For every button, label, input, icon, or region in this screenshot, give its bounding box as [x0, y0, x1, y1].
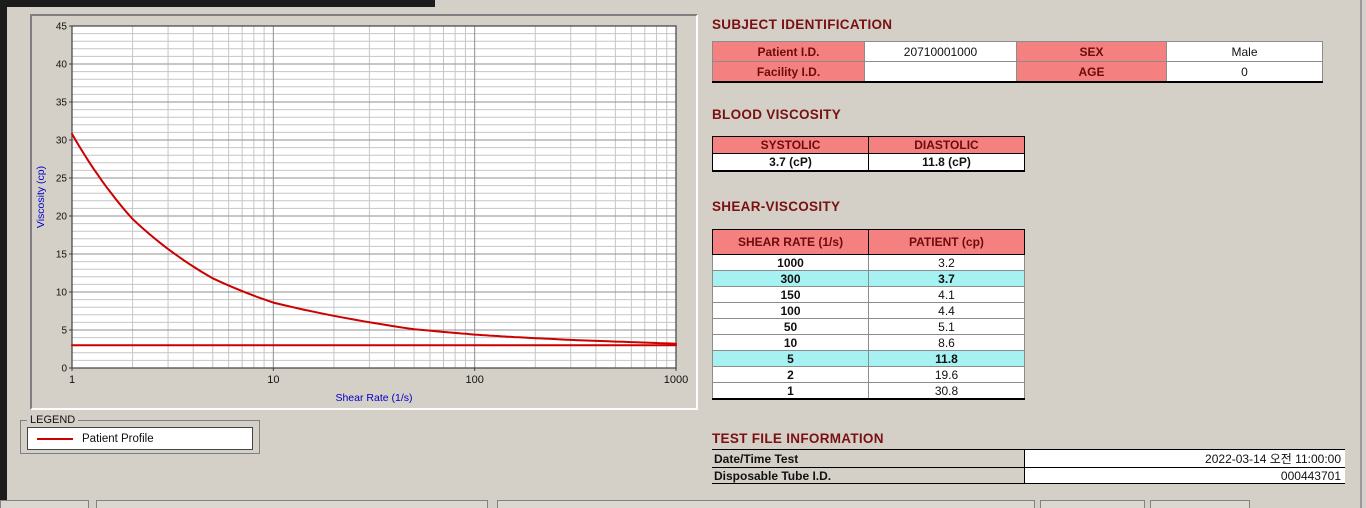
svg-text:Shear Rate (1/s): Shear Rate (1/s) [335, 392, 412, 404]
svg-text:15: 15 [56, 250, 68, 261]
date-time-test-value: 2022-03-14 오전 11:00:00 [1024, 449, 1345, 468]
shear-row: 1000 3.2 [712, 254, 1025, 271]
patient-viscosity-value: 4.1 [868, 286, 1025, 303]
shear-row: 1 30.8 [712, 382, 1025, 400]
patient-id-label: Patient I.D. [712, 41, 865, 62]
table-row: Facility I.D. AGE 0 [712, 61, 1323, 83]
table-row: Date/Time Test 2022-03-14 오전 11:00:00 [712, 449, 1345, 468]
test-file-information-heading: TEST FILE INFORMATION [712, 431, 884, 446]
shear-rate-value: 50 [712, 318, 869, 335]
shear-rate-value: 1000 [712, 254, 869, 271]
table-row: SYSTOLIC DIASTOLIC [712, 136, 1025, 154]
patient-viscosity-value: 8.6 [868, 334, 1025, 351]
svg-text:30: 30 [56, 136, 68, 147]
window-edge-right [1360, 0, 1362, 508]
table-row: Patient I.D. 20710001000 SEX Male [712, 41, 1323, 62]
subject-identification-heading: SUBJECT IDENTIFICATION [712, 17, 893, 32]
table-row: Disposable Tube I.D. 000443701 [712, 467, 1345, 484]
patient-viscosity-value: 19.6 [868, 366, 1025, 383]
table-row: 3.7 (cP) 11.8 (cP) [712, 153, 1025, 172]
legend-box: LEGEND Patient Profile [20, 414, 260, 454]
svg-text:5: 5 [61, 326, 67, 337]
patient-cp-header: PATIENT (cp) [868, 229, 1025, 255]
bottom-cutoff-panel[interactable] [1150, 500, 1250, 508]
svg-text:25: 25 [56, 174, 68, 185]
facility-id-label: Facility I.D. [712, 61, 865, 83]
svg-text:100: 100 [465, 374, 483, 386]
svg-text:1000: 1000 [664, 374, 688, 386]
date-time-test-label: Date/Time Test [712, 449, 1025, 468]
subject-identification-table: Patient I.D. 20710001000 SEX Male Facili… [712, 41, 1323, 83]
test-file-information-table: Date/Time Test 2022-03-14 오전 11:00:00 Di… [712, 449, 1345, 484]
shear-rate-value: 5 [712, 350, 869, 367]
window-edge-left [0, 0, 7, 500]
shear-viscosity-chart: 1 10 100 1000 0 5 10 15 20 25 30 35 40 45 Shear Rate (… [35, 22, 688, 405]
svg-text:0: 0 [61, 364, 67, 375]
patient-viscosity-value: 3.2 [868, 254, 1025, 271]
patient-viscosity-value: 3.7 [868, 270, 1025, 287]
patient-viscosity-value: 30.8 [868, 382, 1025, 400]
blood-viscosity-heading: BLOOD VISCOSITY [712, 107, 842, 122]
systolic-value: 3.7 (cP) [712, 153, 869, 172]
shear-viscosity-heading: SHEAR-VISCOSITY [712, 199, 841, 214]
shear-row: 50 5.1 [712, 318, 1025, 335]
systolic-header: SYSTOLIC [712, 136, 869, 154]
sex-value: Male [1166, 41, 1323, 62]
bottom-cutoff-panel[interactable] [1040, 500, 1145, 508]
shear-rate-value: 2 [712, 366, 869, 383]
patient-viscosity-value: 11.8 [868, 350, 1025, 367]
disposable-tube-id-value: 000443701 [1024, 467, 1345, 484]
svg-text:10: 10 [56, 288, 68, 299]
patient-id-value: 20710001000 [864, 41, 1017, 62]
shear-rate-value: 300 [712, 270, 869, 287]
svg-text:10: 10 [267, 374, 279, 386]
shear-row: 5 11.8 [712, 350, 1025, 367]
patient-profile-line-icon [37, 437, 73, 440]
legend-entry: Patient Profile [27, 427, 253, 450]
shear-rate-value: 150 [712, 286, 869, 303]
shear-row: 2 19.6 [712, 366, 1025, 383]
shear-rate-value: 1 [712, 382, 869, 400]
shear-rate-header: SHEAR RATE (1/s) [712, 229, 869, 255]
shear-rate-value: 100 [712, 302, 869, 319]
svg-text:45: 45 [56, 22, 68, 33]
age-value: 0 [1166, 61, 1323, 83]
svg-text:35: 35 [56, 98, 68, 109]
bottom-cutoff-panel[interactable] [0, 500, 89, 508]
sex-label: SEX [1016, 41, 1167, 62]
svg-text:40: 40 [56, 60, 68, 71]
blood-viscosity-table: SYSTOLIC DIASTOLIC 3.7 (cP) 11.8 (cP) [712, 136, 1025, 172]
bottom-cutoff-panel[interactable] [497, 500, 1035, 508]
shear-row: 150 4.1 [712, 286, 1025, 303]
table-row: SHEAR RATE (1/s) PATIENT (cp) [712, 229, 1025, 255]
diastolic-header: DIASTOLIC [868, 136, 1025, 154]
patient-viscosity-value: 4.4 [868, 302, 1025, 319]
svg-text:1: 1 [69, 374, 75, 386]
disposable-tube-id-label: Disposable Tube I.D. [712, 467, 1025, 484]
age-label: AGE [1016, 61, 1167, 83]
viscosity-chart-panel: 1 10 100 1000 0 5 10 15 20 25 30 35 40 45 Shear Rate (… [30, 14, 698, 410]
shear-rate-value: 10 [712, 334, 869, 351]
svg-text:Viscosity (cp): Viscosity (cp) [35, 166, 47, 228]
shear-row: 100 4.4 [712, 302, 1025, 319]
shear-viscosity-table: SHEAR RATE (1/s) PATIENT (cp) 1000 3.2 3… [712, 229, 1025, 400]
patient-viscosity-value: 5.1 [868, 318, 1025, 335]
svg-text:20: 20 [56, 212, 68, 223]
shear-row: 300 3.7 [712, 270, 1025, 287]
legend-item-label: Patient Profile [82, 432, 154, 445]
shear-row: 10 8.6 [712, 334, 1025, 351]
bottom-cutoff-panel[interactable] [96, 500, 488, 508]
diastolic-value: 11.8 (cP) [868, 153, 1025, 172]
window-edge-top [7, 0, 435, 7]
facility-id-value [864, 61, 1017, 83]
legend-title: LEGEND [30, 414, 76, 426]
